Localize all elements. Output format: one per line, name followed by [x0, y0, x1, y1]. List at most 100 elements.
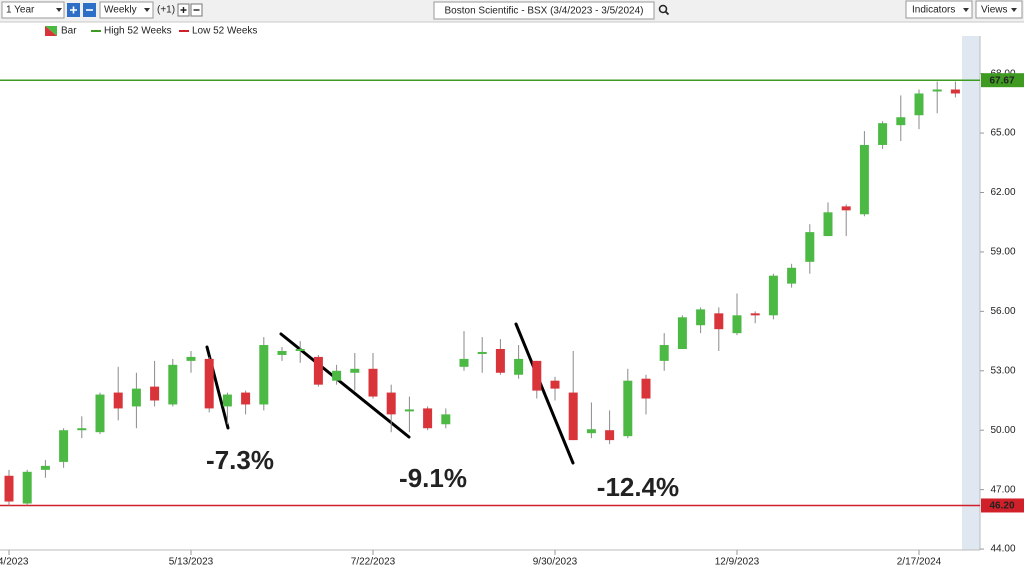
- candle-body: [259, 345, 269, 405]
- search-icon[interactable]: [658, 4, 668, 14]
- candle-body: [40, 465, 50, 470]
- trend-line: [514, 322, 575, 465]
- candle-body: [550, 380, 560, 389]
- candle-body: [841, 206, 851, 211]
- candle-body: [768, 275, 778, 316]
- y-tick-label: 62.00: [990, 187, 1015, 198]
- current-period-shade: [962, 36, 980, 550]
- candle-body: [423, 408, 433, 429]
- x-tick-label: 2/17/2024: [897, 557, 942, 568]
- dropdown-arrow: [963, 8, 969, 12]
- x-tick-label: 7/22/2023: [351, 557, 396, 568]
- candle-body: [623, 380, 633, 437]
- candle-body: [914, 93, 924, 116]
- candle-body: [277, 350, 287, 355]
- y-tick-label: 50.00: [990, 425, 1015, 436]
- candle-body: [750, 313, 760, 316]
- candle-body: [4, 475, 14, 502]
- candle-body: [641, 378, 651, 399]
- candle-body: [441, 414, 451, 425]
- legend-label: High 52 Weeks: [104, 26, 172, 37]
- candle-body: [404, 409, 414, 412]
- candle-body: [95, 394, 105, 433]
- y-tick-label: 56.00: [990, 306, 1015, 317]
- annotation: -12.4%: [597, 472, 679, 502]
- y-tick-label: 44.00: [990, 544, 1015, 555]
- legend-label: Bar: [61, 26, 77, 37]
- candle-body: [805, 232, 815, 262]
- candle-body: [131, 388, 141, 407]
- x-tick-label: 3/4/2023: [0, 557, 29, 568]
- search-handle: [664, 10, 670, 16]
- views-text: Views: [981, 5, 1008, 16]
- legend-icon: [45, 26, 57, 36]
- candle-body: [368, 368, 378, 397]
- candle-body: [459, 358, 469, 367]
- reference-label-box: [981, 498, 1024, 513]
- candle-body: [696, 309, 706, 326]
- candle-body: [823, 212, 833, 237]
- candle-body: [59, 430, 69, 462]
- candle-body: [77, 428, 87, 431]
- candle-body: [714, 313, 724, 330]
- candle-body: [514, 358, 524, 375]
- candle-body: [168, 364, 178, 405]
- reference-label: 46.20: [989, 501, 1014, 512]
- period-text: 1 Year: [6, 5, 35, 16]
- candle-body: [732, 315, 742, 334]
- indicators-button[interactable]: [905, 0, 973, 19]
- candle-body: [332, 370, 342, 381]
- indicators-text: Indicators: [912, 5, 955, 16]
- period-select[interactable]: [1, 1, 65, 19]
- candle-body: [568, 392, 578, 441]
- candle-body: [677, 317, 687, 349]
- views-button[interactable]: [975, 0, 1023, 19]
- offset-text: (+1): [157, 5, 175, 16]
- plus-icon: [70, 6, 77, 14]
- legend-label: Low 52 Weeks: [192, 26, 257, 37]
- candle-body: [659, 345, 669, 361]
- x-tick-label: 9/30/2023: [533, 557, 578, 568]
- interval-select[interactable]: [99, 1, 154, 19]
- reference-label-box: [981, 73, 1024, 88]
- candle-body: [295, 348, 305, 351]
- dropdown-arrow: [144, 8, 150, 12]
- candle-body: [150, 386, 160, 401]
- y-tick-label: 53.00: [990, 365, 1015, 376]
- candle-body: [204, 358, 214, 409]
- candle-body: [113, 392, 123, 409]
- y-tick-label: 47.00: [990, 484, 1015, 495]
- candle-body: [950, 89, 960, 94]
- candle-body: [477, 351, 487, 354]
- dropdown-arrow: [1011, 8, 1017, 12]
- candle-body: [586, 429, 596, 434]
- reference-label: 67.67: [989, 75, 1014, 86]
- candle-body: [222, 394, 232, 407]
- candle-body: [241, 392, 251, 405]
- y-tick-label: 59.00: [990, 247, 1015, 258]
- candle-body: [932, 89, 942, 92]
- annotation: -7.3%: [206, 445, 274, 475]
- dropdown-arrow: [56, 8, 62, 12]
- plus-icon: [180, 7, 187, 13]
- candle-body: [605, 430, 615, 441]
- interval-text: Weekly: [104, 5, 137, 16]
- x-tick-label: 5/13/2023: [169, 557, 214, 568]
- candle-body: [313, 356, 323, 385]
- candle-body: [495, 348, 505, 373]
- symbol-text: Boston Scientific - BSX (3/4/2023 - 3/5/…: [445, 6, 644, 17]
- candle-body: [859, 144, 869, 215]
- candle-body: [532, 360, 542, 391]
- y-tick-label: 65.00: [990, 128, 1015, 139]
- annotation: -9.1%: [399, 463, 467, 493]
- candle-body: [386, 392, 396, 415]
- candle-body: [896, 117, 906, 126]
- candle-body: [22, 471, 32, 504]
- candle-body: [186, 356, 196, 361]
- candle-body: [878, 123, 888, 145]
- trend-line: [279, 332, 411, 439]
- x-tick-label: 12/9/2023: [715, 557, 760, 568]
- symbol-box[interactable]: [433, 1, 655, 20]
